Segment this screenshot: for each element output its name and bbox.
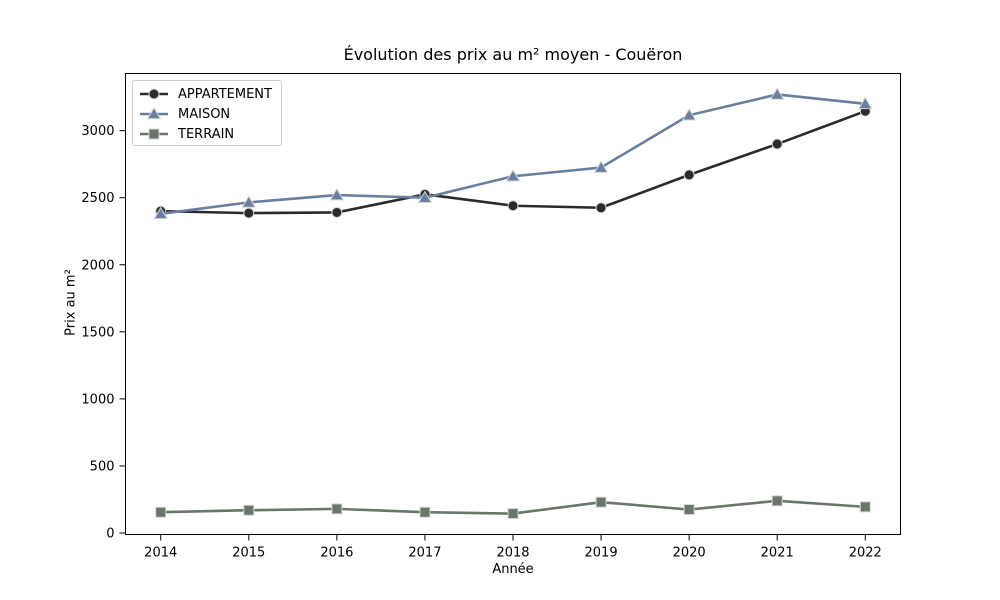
series-appartement-circle-marker: [331, 206, 343, 218]
series-appartement-circle-marker: [595, 202, 607, 214]
x-tick-label: 2018: [496, 546, 529, 561]
legend-sample-circle-icon: [140, 88, 168, 100]
series-terrain-square-marker: [595, 496, 607, 508]
legend-sample-square-icon: [140, 128, 168, 140]
x-tick-label: 2020: [673, 546, 706, 561]
x-tick-label: 2022: [849, 546, 882, 561]
series-terrain-square-marker: [771, 495, 783, 507]
legend-label: MAISON: [178, 106, 231, 122]
legend: APPARTEMENT MAISON TERRAIN: [132, 80, 282, 146]
legend-item-maison: MAISON: [139, 104, 281, 124]
series-maison-triangle-marker: [153, 206, 168, 220]
legend-label: APPARTEMENT: [178, 86, 272, 102]
y-tick-label: 1000: [81, 392, 114, 407]
series-terrain-square-marker: [419, 506, 431, 518]
legend-item-appartement: APPARTEMENT: [139, 84, 281, 104]
y-tick-label: 1500: [81, 325, 114, 340]
x-axis-label: Année: [492, 562, 534, 577]
legend-label: TERRAIN: [178, 126, 235, 142]
x-tick-label: 2016: [320, 546, 353, 561]
series-terrain-square-marker: [155, 506, 167, 518]
x-tick-label: 2021: [761, 546, 794, 561]
series-terrain-square-marker: [683, 504, 695, 516]
series-appartement-circle-marker: [507, 200, 519, 212]
series-maison-triangle-marker: [417, 190, 433, 204]
x-tick-label: 2014: [144, 546, 177, 561]
series-terrain-square-marker: [507, 508, 519, 520]
series-maison-triangle-marker: [681, 108, 697, 121]
y-tick-label: 3000: [81, 124, 114, 139]
series-maison-triangle-marker: [241, 195, 257, 208]
series-appartement-circle-marker: [243, 207, 255, 219]
series-appartement-circle-marker: [683, 169, 695, 181]
series-appartement-circle-marker: [771, 138, 783, 150]
legend-sample-triangle-icon: [140, 107, 168, 120]
series-maison-triangle-marker: [329, 187, 345, 201]
series-terrain-square-marker: [331, 503, 343, 515]
legend-item-terrain: TERRAIN: [139, 124, 281, 144]
series-maison-triangle-marker: [858, 96, 873, 110]
series-maison-triangle-marker: [593, 160, 609, 173]
series-terrain-square-marker: [859, 501, 871, 513]
series-terrain-square-marker: [243, 504, 255, 516]
y-axis-label: Prix au m²: [63, 269, 79, 336]
x-tick-label: 2015: [232, 546, 265, 561]
y-tick-label: 2000: [81, 258, 114, 273]
series-maison-triangle-marker: [769, 87, 785, 100]
y-tick-label: 0: [106, 527, 114, 542]
series-maison-triangle-marker: [505, 169, 521, 182]
x-tick-label: 2017: [408, 546, 441, 561]
x-tick-label: 2019: [585, 546, 618, 561]
chart-title: Évolution des prix au m² moyen - Couëron: [343, 45, 683, 64]
y-tick-label: 2500: [81, 191, 114, 206]
y-tick-label: 500: [90, 459, 115, 474]
